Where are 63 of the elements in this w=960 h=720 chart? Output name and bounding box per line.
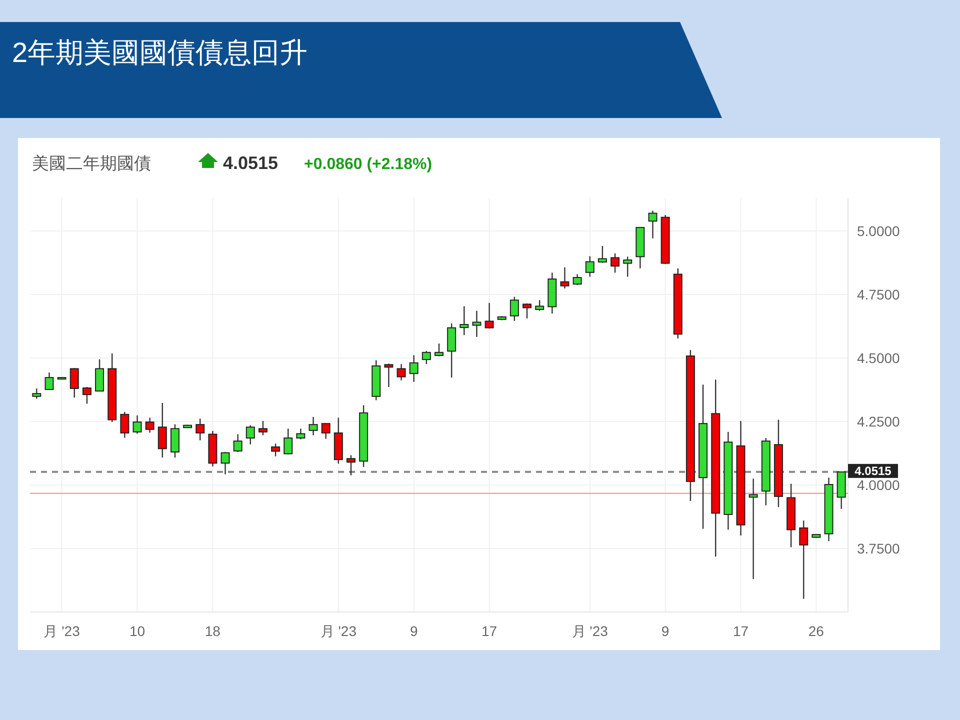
candlestick — [70, 368, 79, 398]
y-tick-label: 4.7500 — [857, 286, 900, 302]
text: 4.0515 — [223, 153, 278, 173]
x-tick-label: 10 — [129, 623, 146, 639]
y-tick-label: 4.0000 — [857, 476, 900, 493]
x-tick-label: 月 '23 — [44, 623, 80, 639]
candlestick — [799, 520, 808, 600]
candlestick — [522, 302, 532, 319]
candlestick — [196, 418, 205, 441]
candlestick — [409, 354, 418, 382]
y-tick-label: 5.0000 — [857, 222, 900, 239]
x-tick-label: 9 — [410, 623, 418, 639]
candlestick — [95, 358, 104, 392]
candlestick — [447, 322, 456, 378]
candlestick — [246, 424, 255, 445]
candlestick — [321, 422, 330, 440]
x-tick-label: 26 — [808, 623, 824, 639]
candlestick — [422, 350, 431, 365]
candlestick — [572, 274, 582, 286]
chart-title: 2年期美國國債債息回升 — [12, 37, 308, 68]
candlestick — [484, 302, 494, 330]
text: +0.0860 (+2.18%) — [304, 156, 432, 173]
candlestick — [296, 428, 306, 440]
candlestick — [170, 424, 180, 458]
candlestick — [623, 256, 632, 278]
candlestick — [560, 266, 570, 290]
candlestick — [132, 414, 142, 434]
y-tick-label: 4.2500 — [857, 413, 900, 430]
candlestick — [535, 300, 544, 312]
ref-line-label: 4.0515 — [854, 464, 892, 478]
candlestick — [271, 443, 280, 457]
candlestick — [258, 420, 268, 436]
candlestick — [32, 388, 42, 400]
candlestick — [220, 451, 230, 475]
candlestick — [233, 434, 242, 453]
candlestick — [284, 428, 293, 455]
candlestick — [472, 310, 482, 338]
x-tick-label: 9 — [661, 623, 670, 639]
candlestick — [648, 210, 658, 239]
x-tick-label: 17 — [732, 623, 749, 639]
candlestick — [346, 454, 356, 476]
candlestick — [82, 386, 92, 404]
candlestick — [585, 256, 594, 278]
candlestick — [384, 363, 394, 388]
candlestick — [510, 296, 519, 322]
candlestick — [610, 252, 620, 274]
x-tick-label: 17 — [482, 623, 498, 639]
candlestick — [44, 372, 54, 390]
candlestick — [308, 416, 318, 436]
y-tick-label: 4.5000 — [857, 350, 900, 366]
y-tick-label: 3.7500 — [857, 540, 900, 556]
candlestick — [748, 478, 758, 580]
candlestick — [396, 364, 406, 381]
x-tick-label: 月 '23 — [320, 623, 357, 639]
candlestick — [598, 245, 607, 264]
candlestick — [145, 417, 154, 434]
chart-subtitle: 美國二年期國債 — [32, 154, 151, 173]
candlestick — [120, 411, 130, 438]
candlestick — [460, 306, 469, 336]
candlestick — [158, 402, 167, 458]
candlestick — [434, 342, 444, 357]
x-tick-label: 月 '23 — [572, 623, 608, 639]
x-tick-label: 18 — [204, 623, 221, 639]
